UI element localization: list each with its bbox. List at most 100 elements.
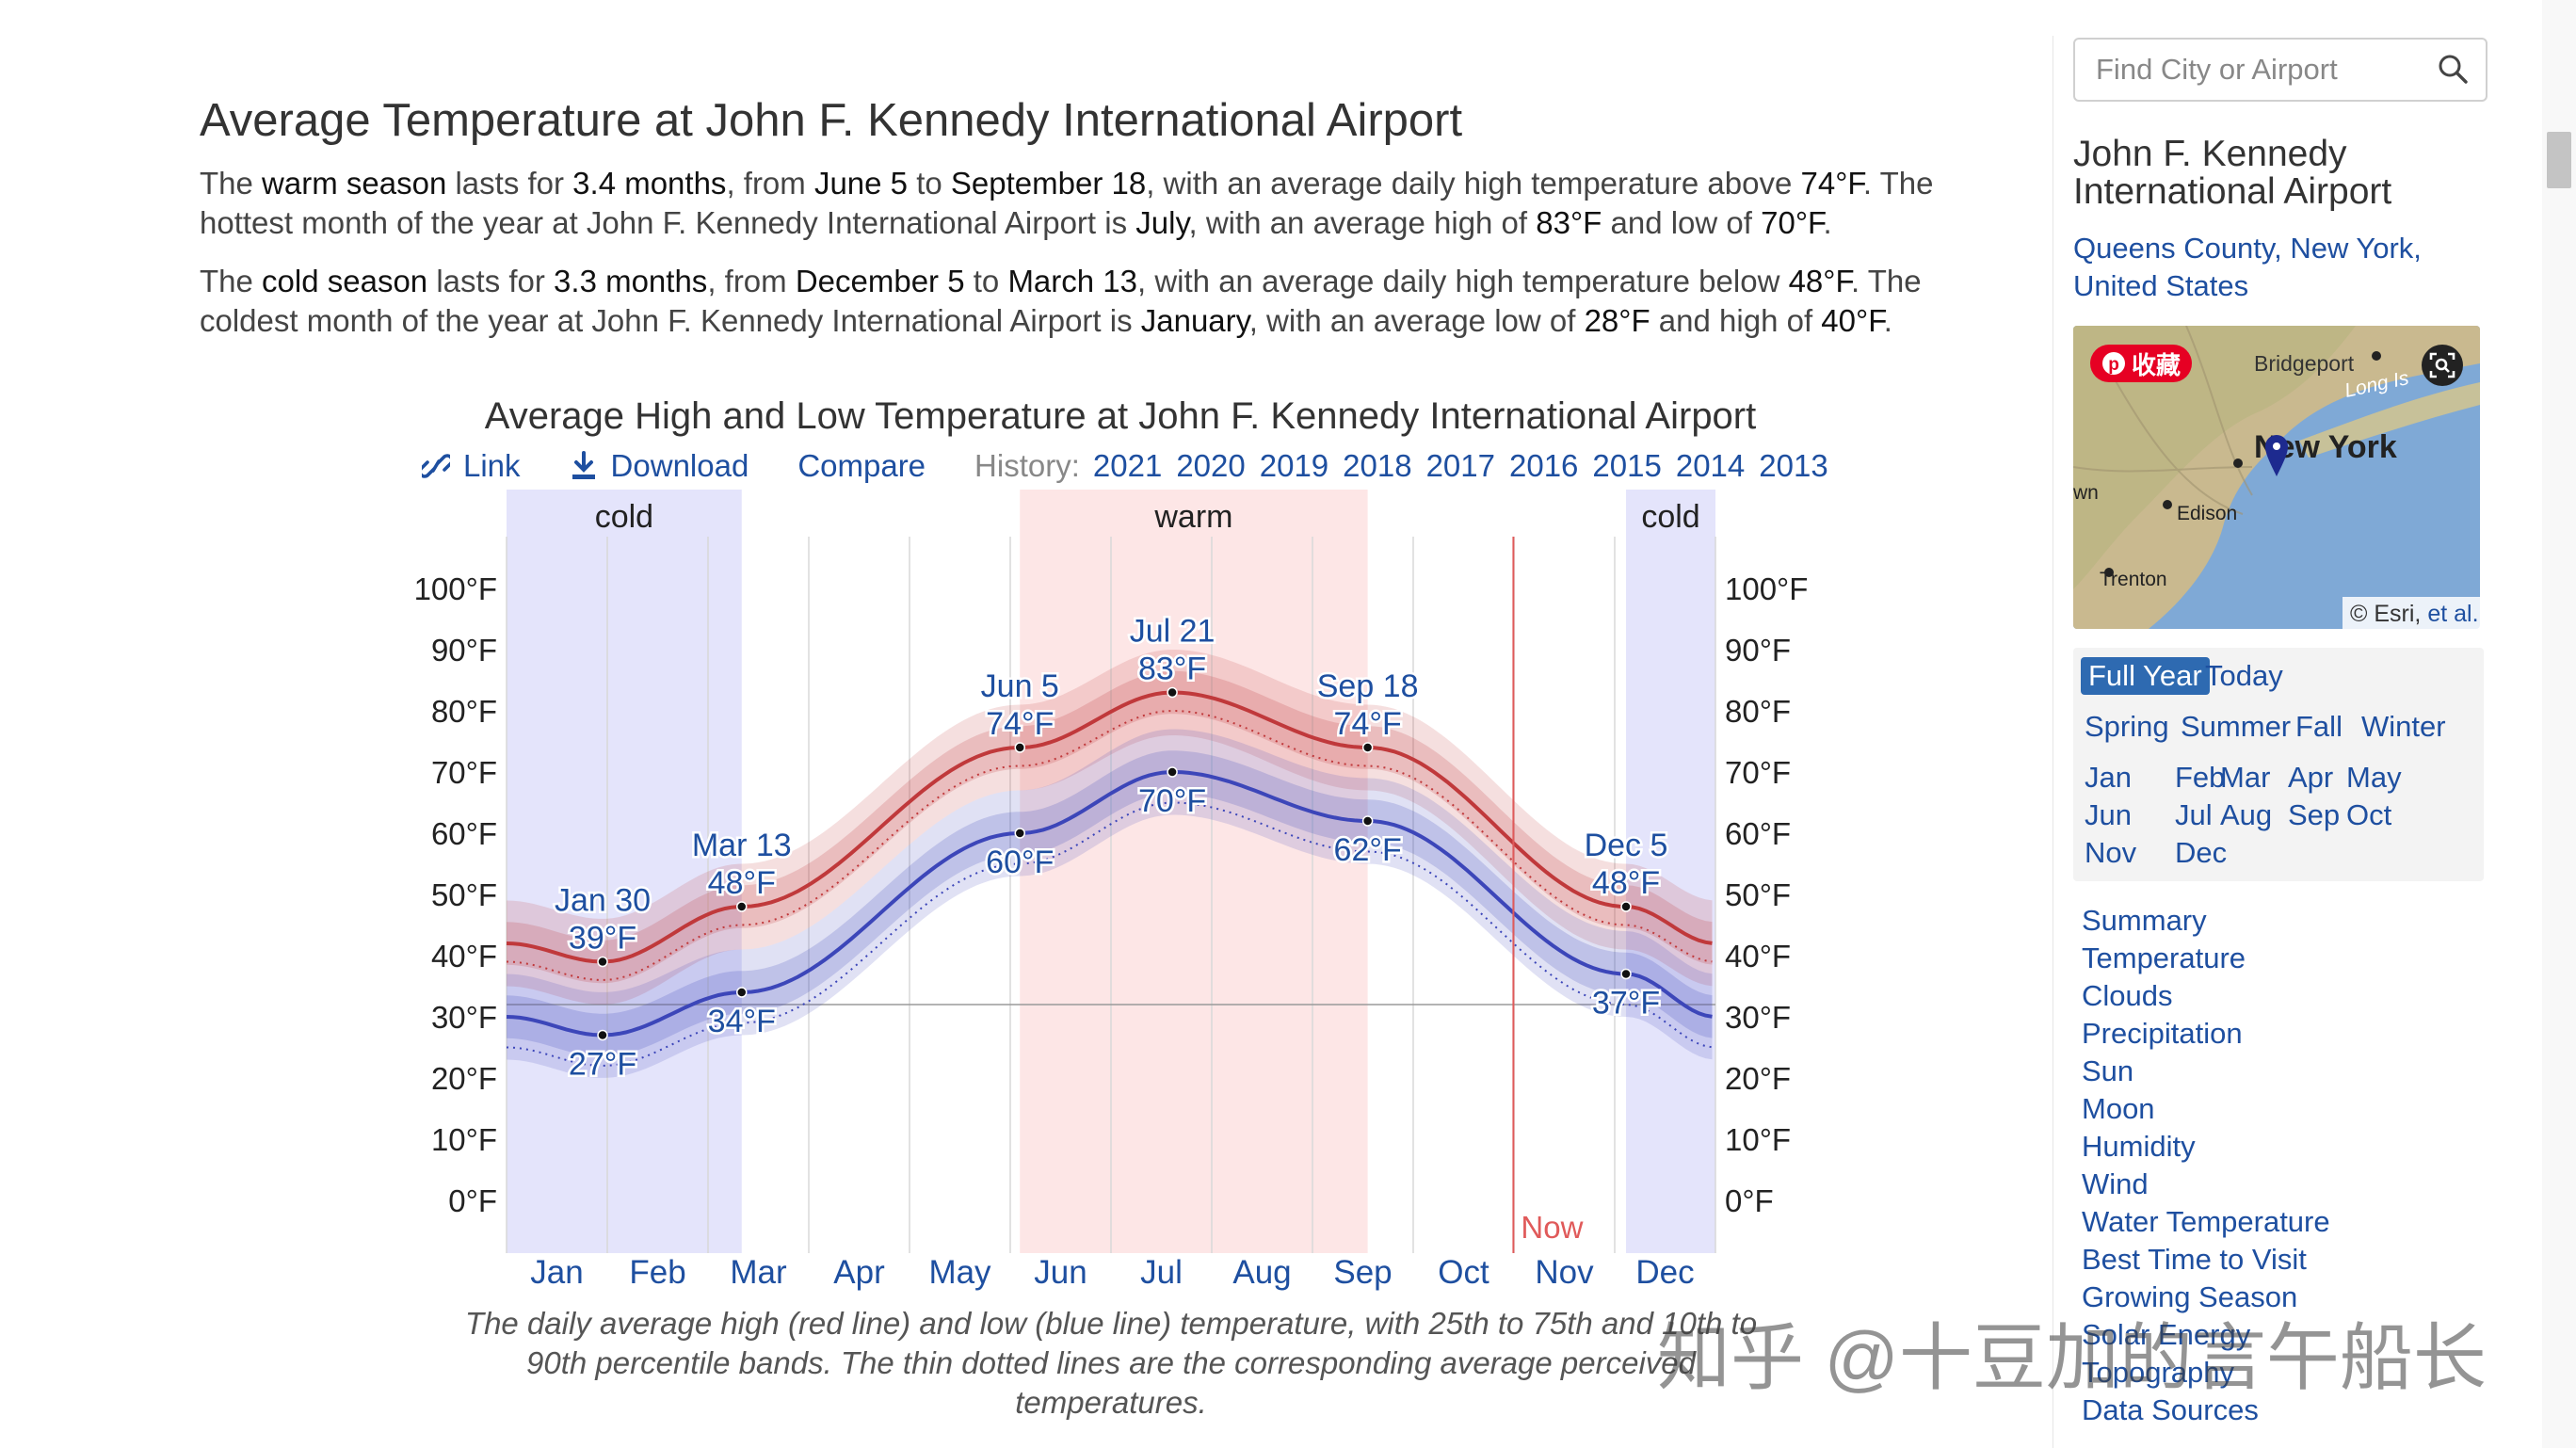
annotation-date: Jul 21: [1130, 614, 1216, 650]
month-link[interactable]: Aug: [2220, 798, 2273, 831]
paragraph-text: , from: [707, 264, 796, 298]
temperature-chart: cold warm cold 0°F 0°F 10°F 10°F 20°F 20°F 30°F 30…: [414, 490, 1808, 1291]
history-year-link[interactable]: 2016: [1509, 448, 1579, 483]
month-label: Oct: [1438, 1254, 1489, 1291]
y-tick-label-left: 70°F: [431, 755, 497, 790]
annotation-point: [1014, 742, 1026, 753]
history-year-link[interactable]: 2017: [1425, 448, 1495, 483]
paragraph-text: , with an average high of: [1188, 205, 1537, 240]
annotation-point: [1167, 766, 1178, 778]
month-link[interactable]: Dec: [2175, 836, 2228, 869]
month-link[interactable]: Jul: [2175, 798, 2213, 831]
map-label: Bridgeport: [2254, 351, 2355, 376]
nav-link-wind[interactable]: Wind: [2082, 1167, 2149, 1200]
history-year-link[interactable]: 2019: [1259, 448, 1329, 483]
history-year-link[interactable]: 2015: [1592, 448, 1662, 483]
history-year-link[interactable]: 2013: [1759, 448, 1828, 483]
emphasized-value: January: [1140, 303, 1249, 338]
history-year-link[interactable]: 2020: [1176, 448, 1246, 483]
download-button[interactable]: Download: [570, 448, 749, 484]
high-percentile-10-90-band: [507, 650, 1713, 1005]
y-tick-label-left: 80°F: [431, 694, 497, 729]
y-tick-label-right: 10°F: [1725, 1122, 1791, 1157]
paragraph-text: , with an average low of: [1248, 303, 1585, 338]
nav-link-moon[interactable]: Moon: [2082, 1092, 2155, 1125]
annotation-value: 39°F: [569, 921, 636, 957]
month-link[interactable]: Jun: [2085, 798, 2132, 831]
location-link[interactable]: Queens County, New York, United States: [2073, 232, 2422, 302]
emphasized-value: 74°F: [1800, 166, 1863, 201]
visual-search-button[interactable]: [2422, 345, 2463, 386]
paragraph-text: lasts for: [427, 264, 555, 298]
attribution-text: © Esri,: [2350, 601, 2428, 627]
low-percentile-10-90-band: [507, 729, 1713, 1078]
link-button[interactable]: Link: [422, 448, 521, 484]
annotation-point: [597, 956, 608, 968]
nav-link-precipitation[interactable]: Precipitation: [2082, 1017, 2243, 1050]
pinterest-save-button[interactable]: p 收藏: [2090, 345, 2193, 382]
month-label: May: [928, 1254, 991, 1291]
season-link[interactable]: Fall: [2295, 710, 2343, 743]
history-year-link[interactable]: 2014: [1675, 448, 1746, 483]
nav-link-water-temperature[interactable]: Water Temperature: [2082, 1205, 2330, 1238]
season-band-cold: [507, 490, 742, 1253]
search-input[interactable]: [2094, 51, 2437, 88]
nav-link-summary[interactable]: Summary: [2082, 904, 2207, 937]
nav-link-data-sources[interactable]: Data Sources: [2082, 1393, 2259, 1426]
nav-link-clouds[interactable]: Clouds: [2082, 979, 2173, 1012]
low-perceived-line: [506, 801, 1713, 1067]
annotation-date: Jan 30: [555, 883, 651, 919]
y-tick-label-right: 20°F: [1725, 1061, 1791, 1096]
paragraph-text: The: [200, 166, 263, 201]
month-link[interactable]: Mar: [2220, 761, 2271, 794]
month-link[interactable]: Apr: [2288, 761, 2334, 794]
month-link[interactable]: Nov: [2085, 836, 2137, 869]
season-link[interactable]: Spring: [2085, 710, 2169, 743]
nav-link-solar-energy[interactable]: Solar Energy: [2082, 1318, 2251, 1351]
y-tick-label-right: 70°F: [1725, 755, 1791, 790]
month-link[interactable]: Sep: [2288, 798, 2341, 831]
month-label: Sep: [1333, 1254, 1392, 1291]
map-attribution: © Esri, et al.: [2343, 597, 2487, 631]
history-year-link[interactable]: 2018: [1343, 448, 1412, 483]
month-link[interactable]: May: [2346, 761, 2402, 794]
season-link[interactable]: Winter: [2361, 710, 2446, 743]
y-tick-label-left: 90°F: [431, 633, 497, 668]
season-link[interactable]: Summer: [2181, 710, 2292, 743]
nav-link-best-time-to-visit[interactable]: Best Time to Visit: [2082, 1243, 2307, 1276]
now-label: Now: [1521, 1210, 1583, 1245]
attribution-link[interactable]: et al.: [2427, 601, 2479, 627]
month-label: Apr: [833, 1254, 885, 1291]
emphasized-value: December 5: [795, 264, 965, 298]
y-tick-label-right: 40°F: [1725, 939, 1791, 973]
month-link[interactable]: Feb: [2175, 761, 2226, 794]
annotation-value: 34°F: [708, 1004, 776, 1039]
annotation-date: Mar 13: [692, 828, 792, 863]
month-label: Jul: [1140, 1254, 1183, 1291]
low-temperature-line: [506, 769, 1713, 1038]
history-years: 2021 2020 2019 2018 2017 2016 2015 2014 2013: [1093, 448, 1843, 484]
month-link[interactable]: Jan: [2085, 761, 2132, 794]
paragraph-text: and high of: [1650, 303, 1822, 338]
lens-icon: [2429, 352, 2455, 378]
month-link[interactable]: Oct: [2346, 798, 2392, 831]
today-tab[interactable]: Today: [2205, 659, 2283, 692]
nav-link-topography[interactable]: Topography: [2082, 1356, 2235, 1389]
nav-link-growing-season[interactable]: Growing Season: [2082, 1280, 2298, 1313]
annotation-point: [1167, 686, 1178, 699]
scrollbar-track[interactable]: [2542, 0, 2576, 1448]
pin-badge-label: 收藏: [2132, 350, 2182, 379]
nav-link-humidity[interactable]: Humidity: [2082, 1130, 2196, 1163]
compare-button[interactable]: Compare: [797, 448, 926, 483]
history-year-link[interactable]: 2021: [1092, 448, 1163, 483]
full-year-tab[interactable]: Full Year: [2081, 657, 2210, 695]
link-icon: [422, 454, 450, 478]
emphasized-value: 40°F: [1821, 303, 1884, 338]
download-label: Download: [610, 448, 749, 483]
paragraph-text: to: [908, 166, 951, 201]
annotation-point: [1014, 828, 1026, 839]
search-icon[interactable]: [2437, 53, 2469, 85]
nav-link-sun[interactable]: Sun: [2082, 1054, 2134, 1087]
nav-link-temperature[interactable]: Temperature: [2082, 941, 2246, 974]
scrollbar-thumb[interactable]: [2547, 132, 2571, 188]
